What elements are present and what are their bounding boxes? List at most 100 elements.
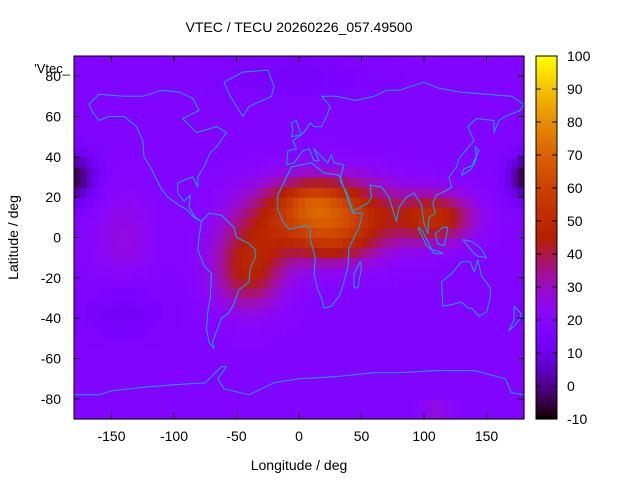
heatmap-cell bbox=[511, 328, 519, 339]
heatmap-cell bbox=[292, 166, 300, 178]
heatmap-cell bbox=[236, 116, 244, 128]
heatmap-cell bbox=[392, 106, 400, 118]
heatmap-cell bbox=[124, 287, 131, 299]
heatmap-cell bbox=[136, 76, 144, 87]
heatmap-cell bbox=[430, 368, 438, 380]
heatmap-cell bbox=[399, 398, 406, 410]
heatmap-cell bbox=[292, 116, 300, 128]
heatmap-cell bbox=[261, 298, 269, 309]
heatmap-cell bbox=[386, 136, 394, 148]
heatmap-cell bbox=[217, 207, 225, 218]
heatmap-cell bbox=[267, 298, 275, 309]
heatmap-cell bbox=[305, 328, 313, 339]
heatmap-cell bbox=[280, 388, 288, 400]
heatmap-cell bbox=[124, 136, 131, 148]
heatmap-cell bbox=[417, 257, 425, 269]
heatmap-cell bbox=[505, 287, 513, 299]
heatmap-cell bbox=[192, 217, 200, 229]
heatmap-cell bbox=[224, 66, 231, 77]
heatmap-cell bbox=[380, 368, 388, 380]
heatmap-cell bbox=[367, 308, 375, 319]
heatmap-cell bbox=[280, 298, 288, 309]
heatmap-cell bbox=[436, 308, 444, 319]
heatmap-cell bbox=[105, 177, 113, 188]
heatmap-cell bbox=[292, 227, 300, 239]
heatmap-cell bbox=[105, 156, 113, 168]
heatmap-cell bbox=[467, 247, 475, 259]
heatmap-cell bbox=[280, 267, 288, 279]
heatmap-cell bbox=[374, 287, 381, 299]
heatmap-cell bbox=[217, 177, 225, 188]
heatmap-cell bbox=[399, 227, 406, 239]
heatmap-cell bbox=[474, 197, 481, 208]
heatmap-cell bbox=[492, 187, 500, 198]
heatmap-cell bbox=[261, 96, 269, 108]
heatmap-cell bbox=[124, 257, 131, 269]
heatmap-cell bbox=[274, 166, 281, 178]
heatmap-cell bbox=[211, 298, 219, 309]
heatmap-cell bbox=[405, 328, 413, 339]
heatmap-cell bbox=[249, 106, 256, 118]
heatmap-cell bbox=[349, 126, 356, 138]
heatmap-cell bbox=[142, 207, 150, 218]
heatmap-cell bbox=[392, 348, 400, 360]
heatmap-cell bbox=[480, 348, 488, 360]
heatmap-cell bbox=[224, 126, 231, 138]
heatmap-cell bbox=[311, 247, 319, 259]
heatmap-cell bbox=[192, 156, 200, 168]
colorbar-swatch bbox=[536, 344, 557, 347]
heatmap-cell bbox=[136, 298, 144, 309]
x-axis-ticks: -150 -100 -50 0 50 100 150 bbox=[97, 56, 498, 444]
heatmap-cell bbox=[499, 257, 506, 269]
heatmap-cell bbox=[467, 136, 475, 148]
heatmap-cell bbox=[211, 66, 219, 77]
heatmap-cell bbox=[342, 146, 350, 158]
heatmap-cell bbox=[392, 358, 400, 370]
heatmap-cell bbox=[130, 267, 138, 279]
heatmap-cell bbox=[474, 66, 481, 77]
heatmap-cell bbox=[342, 207, 350, 218]
heatmap-cell bbox=[80, 96, 88, 108]
heatmap-cell bbox=[517, 197, 525, 208]
heatmap-cell bbox=[142, 66, 150, 77]
y-tick-label: 40 bbox=[45, 149, 61, 165]
colorbar-swatch bbox=[536, 400, 557, 404]
heatmap-cell bbox=[342, 227, 350, 239]
heatmap-cell bbox=[242, 177, 250, 188]
colorbar-swatch bbox=[536, 105, 557, 109]
heatmap-cell bbox=[492, 247, 500, 259]
heatmap-cell bbox=[224, 308, 231, 319]
heatmap-cell bbox=[186, 328, 194, 339]
heatmap-cell bbox=[117, 86, 125, 97]
heatmap-cell bbox=[374, 298, 381, 309]
heatmap-cell bbox=[349, 318, 356, 329]
heatmap-cell bbox=[380, 287, 388, 299]
colorbar-swatch bbox=[536, 214, 557, 218]
heatmap-cell bbox=[449, 86, 456, 97]
heatmap-cell bbox=[405, 348, 413, 360]
heatmap-cell bbox=[92, 146, 100, 158]
heatmap-cell bbox=[311, 217, 319, 229]
heatmap-cell bbox=[367, 86, 375, 97]
heatmap-cell bbox=[386, 86, 394, 97]
heatmap-cell bbox=[517, 177, 525, 188]
heatmap-cell bbox=[211, 86, 219, 97]
heatmap-cell bbox=[199, 308, 206, 319]
heatmap-cell bbox=[355, 197, 363, 208]
heatmap-cell bbox=[255, 227, 263, 239]
heatmap-cell bbox=[411, 146, 419, 158]
colorbar-swatch bbox=[536, 253, 557, 257]
heatmap-cell bbox=[105, 348, 113, 360]
heatmap-cell bbox=[467, 116, 475, 128]
heatmap-cell bbox=[92, 156, 100, 168]
heatmap-cell bbox=[130, 227, 138, 239]
heatmap-cell bbox=[199, 287, 206, 299]
heatmap-cell bbox=[230, 76, 238, 87]
heatmap-cell bbox=[511, 348, 519, 360]
heatmap-cell bbox=[436, 408, 444, 420]
heatmap-cell bbox=[299, 388, 306, 400]
heatmap-cell bbox=[311, 308, 319, 319]
colorbar-swatch bbox=[536, 328, 557, 332]
heatmap-cell bbox=[161, 398, 169, 410]
